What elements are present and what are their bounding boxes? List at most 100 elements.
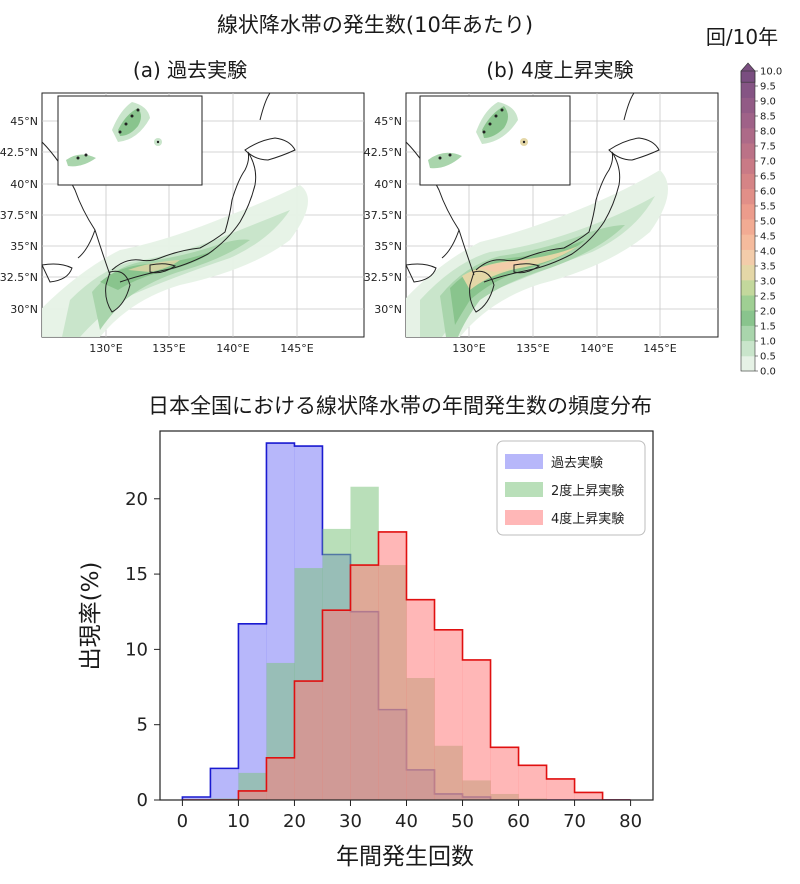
colorbar-swatch [741, 234, 755, 250]
histogram-xlabel: 年間発生回数 [336, 844, 474, 870]
legend-label: 2度上昇実験 [551, 483, 624, 499]
y-tick-label: 15 [125, 564, 148, 585]
histogram-series-3 [182, 531, 631, 800]
colorbar-tick-label: 1.0 [760, 337, 776, 348]
legend-swatch [505, 482, 543, 497]
map-a-inset-field [66, 102, 162, 167]
colorbar-tick-label: 5.5 [760, 202, 776, 213]
map-panel-b [405, 92, 719, 338]
colorbar-swatch [741, 279, 755, 296]
x-tick-label: 10 [227, 811, 250, 832]
colorbar-swatch [741, 325, 755, 342]
map-a-lat-tick: 37.5°N [0, 209, 38, 222]
colorbar-unit: 回/10年 [706, 25, 778, 49]
histogram-bar [574, 792, 603, 800]
colorbar-swatch [741, 295, 755, 311]
histogram-bar [294, 681, 323, 800]
colorbar-tick-label: 8.0 [760, 127, 776, 138]
map-a-lon-tick: 130°E [89, 342, 122, 355]
histogram-step-outline [182, 531, 631, 800]
map-b-coastlines [406, 93, 660, 313]
colorbar-swatch [741, 219, 755, 235]
colorbar-tick-label: 6.5 [760, 172, 776, 183]
histogram-bar [378, 531, 407, 800]
map-b-lon-tick: 135°E [516, 342, 549, 355]
map-b-lon-tick: 145°E [643, 342, 676, 355]
colorbar: 0.0 0.5 1.0 1.5 2.0 2.5 3.0 3.5 4.0 4.5 5.0 5.5 6.0 6… [740, 62, 782, 378]
x-tick-label: 30 [339, 811, 362, 832]
colorbar-tick-label: 3.5 [760, 262, 776, 273]
map-a-lat-tick: 40°N [10, 178, 38, 191]
colorbar-swatch [741, 203, 755, 220]
histogram-bar [546, 778, 575, 800]
colorbar-swatch [741, 188, 755, 205]
legend-label: 4度上昇実験 [551, 511, 624, 527]
map-b-lat-tick: 32.5°N [364, 271, 402, 284]
colorbar-tick-label: 0.0 [760, 367, 776, 378]
panel-a-label: (a) 過去実験 [133, 58, 247, 82]
colorbar-tick-label: 4.5 [760, 232, 776, 243]
y-tick-label: 10 [125, 639, 148, 660]
colorbar-swatch [741, 112, 755, 129]
colorbar-swatch [741, 97, 755, 114]
map-b-lat-tick: 40°N [374, 178, 402, 191]
y-tick-label: 20 [125, 489, 148, 510]
map-tick-labels: 45°N 42.5°N 40°N 37.5°N 35°N 32.5°N 30°N 130°E 1… [0, 115, 677, 355]
histogram-bar [434, 629, 463, 800]
colorbar-swatch [741, 249, 755, 266]
top-title: 線状降水帯の発生数(10年あたり) [217, 13, 533, 37]
colorbar-swatch [741, 158, 755, 174]
histogram-bar [266, 757, 295, 800]
histogram-ylabel: 出現率(%) [78, 562, 104, 671]
colorbar-swatch [741, 264, 755, 281]
colorbar-tick-label: 7.5 [760, 142, 776, 153]
map-b-lat-tick: 42.5°N [364, 146, 402, 159]
legend-swatch [505, 510, 543, 525]
x-tick-label: 40 [395, 811, 418, 832]
x-tick-label: 60 [507, 811, 530, 832]
colorbar-tick-label: 9.0 [760, 97, 776, 108]
colorbar-swatch [741, 173, 755, 190]
colorbar-tick-label: 0.5 [760, 352, 776, 363]
panel-b-label: (b) 4度上昇実験 [486, 58, 633, 82]
x-tick-label: 80 [619, 811, 642, 832]
colorbar-swatch [741, 143, 755, 159]
colorbar-tick-label: 5.0 [760, 217, 776, 228]
map-b-lat-tick: 30°N [374, 303, 402, 316]
colorbar-tick-label: 4.0 [760, 247, 776, 258]
histogram-bar [182, 796, 211, 800]
map-b-lon-tick: 140°E [580, 342, 613, 355]
map-a-lat-tick: 42.5°N [0, 146, 38, 159]
x-tick-label: 0 [177, 811, 188, 832]
colorbar-tick-label: 10.0 [760, 67, 782, 78]
histogram-legend: 過去実験 2度上昇実験 4度上昇実験 [496, 440, 646, 536]
colorbar-tick-label: 2.0 [760, 307, 776, 318]
map-b-lat-tick: 37.5°N [364, 209, 402, 222]
colorbar-tick-label: 2.5 [760, 292, 776, 303]
map-a-inset-box [57, 95, 203, 186]
map-b-lat-tick: 45°N [374, 115, 402, 128]
histogram-bar [490, 747, 519, 800]
colorbar-tick-label: 7.0 [760, 157, 776, 168]
map-b-lat-tick: 35°N [374, 240, 402, 253]
colorbar-swatch [741, 127, 755, 144]
colorbar-swatch [741, 355, 755, 372]
colorbar-swatch [741, 82, 755, 98]
map-a-lon-tick: 140°E [216, 342, 249, 355]
histogram-title: 日本全国における線状降水帯の年間発生数の頻度分布 [148, 394, 652, 418]
map-b-inset-field [428, 102, 528, 169]
legend-swatch [505, 454, 543, 469]
y-tick-label: 0 [137, 790, 148, 811]
histogram-bar [238, 790, 267, 800]
histogram-bar [518, 765, 547, 800]
colorbar-tick-label: 3.0 [760, 277, 776, 288]
x-tick-label: 20 [283, 811, 306, 832]
x-tick-label: 50 [451, 811, 474, 832]
map-panel-a [41, 92, 365, 338]
colorbar-tick-label: 8.5 [760, 112, 776, 123]
map-b-lon-tick: 130°E [452, 342, 485, 355]
colorbar-tick-label: 9.5 [760, 82, 776, 93]
colorbar-tick-label: 6.0 [760, 187, 776, 198]
colorbar-swatch [741, 340, 755, 357]
